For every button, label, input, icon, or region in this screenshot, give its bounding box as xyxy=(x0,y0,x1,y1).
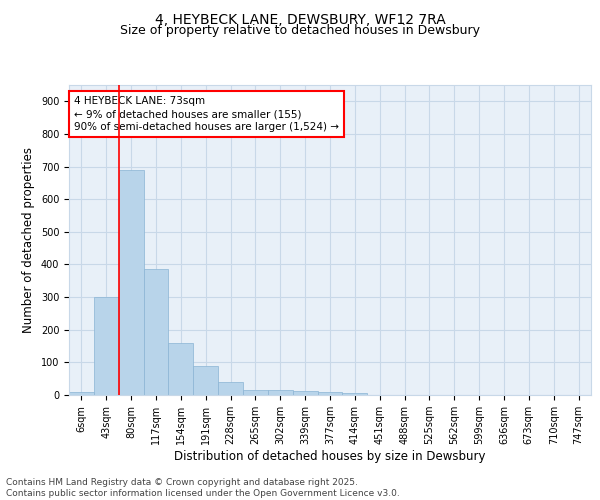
Bar xyxy=(143,270,169,395)
Bar xyxy=(243,390,268,395)
Bar xyxy=(293,391,317,395)
Bar xyxy=(268,390,293,395)
Y-axis label: Number of detached properties: Number of detached properties xyxy=(22,147,35,333)
X-axis label: Distribution of detached houses by size in Dewsbury: Distribution of detached houses by size … xyxy=(174,450,486,463)
Bar xyxy=(69,392,94,395)
Text: Size of property relative to detached houses in Dewsbury: Size of property relative to detached ho… xyxy=(120,24,480,37)
Text: Contains HM Land Registry data © Crown copyright and database right 2025.
Contai: Contains HM Land Registry data © Crown c… xyxy=(6,478,400,498)
Bar xyxy=(317,392,343,395)
Bar xyxy=(193,366,218,395)
Bar xyxy=(218,382,243,395)
Text: 4 HEYBECK LANE: 73sqm
← 9% of detached houses are smaller (155)
90% of semi-deta: 4 HEYBECK LANE: 73sqm ← 9% of detached h… xyxy=(74,96,339,132)
Bar xyxy=(169,344,193,395)
Text: 4, HEYBECK LANE, DEWSBURY, WF12 7RA: 4, HEYBECK LANE, DEWSBURY, WF12 7RA xyxy=(155,12,445,26)
Bar xyxy=(119,170,143,395)
Bar xyxy=(94,297,119,395)
Bar xyxy=(343,394,367,395)
